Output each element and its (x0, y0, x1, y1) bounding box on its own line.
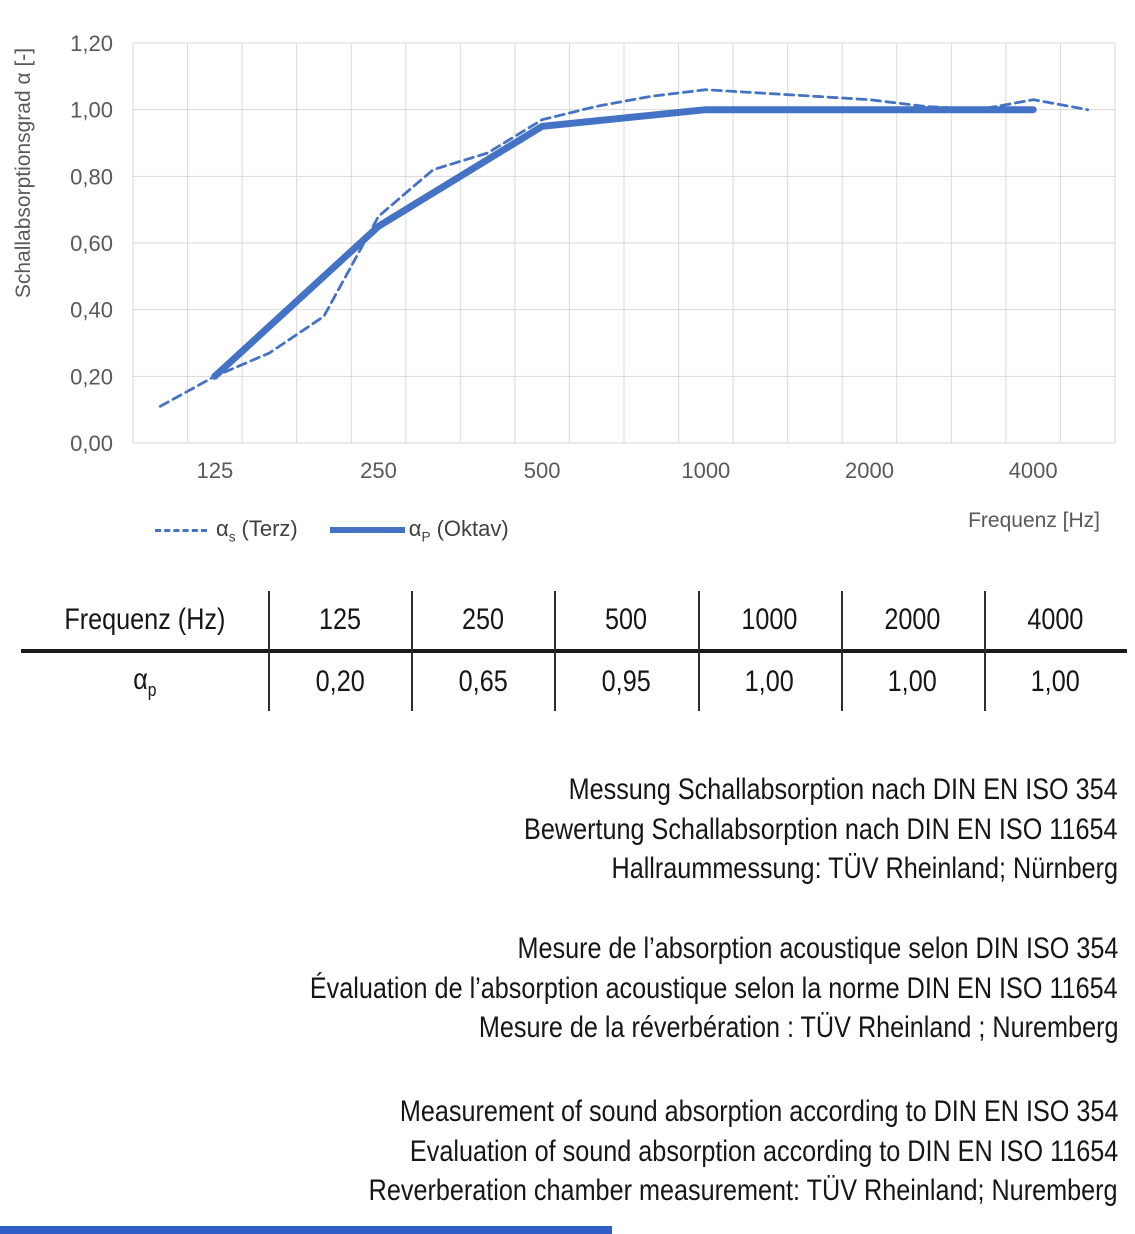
table-header-1000: 1000 (741, 603, 798, 636)
note-block-english: Measurement of sound absorption accordin… (226, 1092, 1118, 1211)
table-row-label-alpha-p: αp (133, 663, 157, 700)
note-line: Messung Schallabsorption nach DIN EN ISO… (568, 773, 1118, 806)
note-line: Bewertung Schallabsorption nach DIN EN I… (524, 812, 1118, 846)
y-tick-label: 0,40 (70, 298, 113, 323)
alpha-p-series-line (211, 106, 1037, 380)
solid-line-sample-icon (329, 527, 405, 534)
note-line: Hallraummessung: TÜV Rheinland; Nürnberg (611, 852, 1118, 885)
x-tick-label: 1000 (681, 458, 730, 483)
legend-alpha-s-label: αs (Terz) (216, 516, 298, 545)
y-tick-label: 0,80 (70, 164, 113, 189)
legend-item-alpha-s: αs (Terz) (155, 516, 298, 544)
note-line: Evaluation of sound absorption according… (409, 1134, 1118, 1168)
table-header-125: 125 (319, 603, 362, 636)
legend-alpha-p-label: αP (Oktav) (408, 516, 509, 545)
table-value-1000: 1,00 (744, 665, 795, 698)
absorption-chart: 0,00 0,20 0,40 0,60 0,80 1,00 1,20 125 250 500 100… (12, 31, 1116, 532)
x-tick-label: 125 (196, 458, 233, 483)
y-tick-label: 1,20 (70, 31, 113, 56)
y-axis-title: Schallabsorptionsgrad α [-] (12, 48, 35, 298)
table-value-4000: 1,00 (1030, 665, 1081, 698)
table-divider-rule (21, 649, 1127, 653)
absorption-table: Frequenz (Hz) 125 250 500 1000 2000 4000… (21, 591, 1127, 711)
x-tick-label: 4000 (1009, 458, 1058, 483)
note-line: Évaluation de l’absorption acoustique se… (310, 971, 1118, 1005)
table-column-separator (841, 591, 843, 711)
table-header-frequency: Frequenz (Hz) (64, 603, 226, 636)
x-tick-label: 2000 (845, 458, 894, 483)
table-column-separator (698, 591, 700, 711)
legend-item-alpha-p: αP (Oktav) (329, 516, 509, 545)
table-value-250: 0,65 (458, 665, 509, 698)
x-tick-label: 250 (360, 458, 397, 483)
table-column-separator (268, 591, 270, 711)
table-header-500: 500 (605, 603, 648, 636)
x-axis-title: Frequenz [Hz] (968, 509, 1100, 532)
note-line: Mesure de la réverbération : TÜV Rheinla… (478, 1011, 1118, 1044)
table-column-separator (984, 591, 986, 711)
y-tick-label: 0,00 (70, 431, 113, 456)
table-header-2000: 2000 (884, 603, 941, 636)
chart-legend: αs (Terz) αP (Oktav) (155, 516, 509, 544)
table-header-row: Frequenz (Hz) 125 250 500 1000 2000 4000 (21, 591, 1127, 649)
table-value-500: 0,95 (601, 665, 652, 698)
table-header-4000: 4000 (1027, 603, 1084, 636)
table-value-row: αp 0,20 0,65 0,95 1,00 1,00 1,00 (21, 653, 1127, 711)
note-line: Mesure de l’absorption acoustique selon … (517, 932, 1118, 965)
table-value-2000: 1,00 (887, 665, 938, 698)
y-tick-label: 0,20 (70, 364, 113, 389)
table-column-separator (411, 591, 413, 711)
note-line: Reverberation chamber measurement: TÜV R… (369, 1174, 1118, 1207)
y-tick-label: 0,60 (70, 231, 113, 256)
note-block-german: Messung Schallabsorption nach DIN EN ISO… (411, 770, 1118, 889)
note-block-french: Mesure de l’absorption acoustique selon … (156, 929, 1118, 1048)
table-header-250: 250 (462, 603, 505, 636)
y-tick-label: 1,00 (70, 98, 113, 123)
dashed-line-sample-icon (155, 528, 207, 532)
x-tick-label: 500 (524, 458, 561, 483)
table-value-125: 0,20 (315, 665, 366, 698)
footer-accent-bar (0, 1226, 612, 1234)
table-column-separator (554, 591, 556, 711)
note-line: Measurement of sound absorption accordin… (399, 1095, 1118, 1128)
